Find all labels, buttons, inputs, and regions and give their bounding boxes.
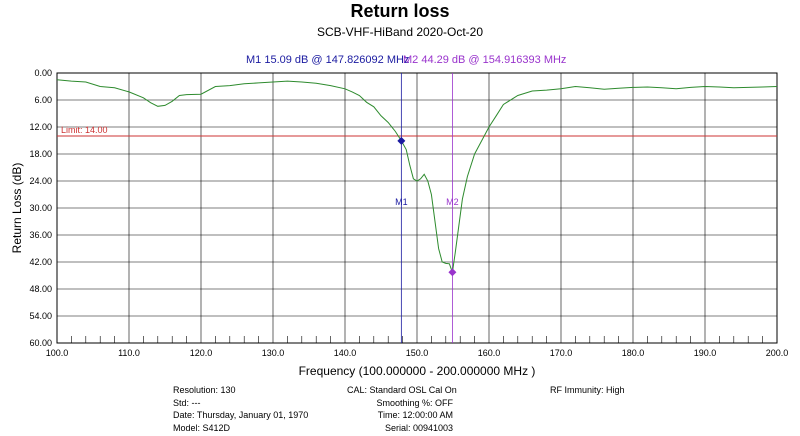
y-tick-label: 0.00	[34, 68, 52, 78]
return-loss-chart: Return loss SCB-VHF-HiBand 2020-Oct-20 M…	[10, 1, 789, 378]
marker-m2-point	[448, 268, 457, 277]
y-tick-label: 54.00	[29, 311, 52, 321]
footer-std: Std: ---	[173, 397, 201, 408]
x-tick-label: 100.0	[46, 348, 69, 358]
x-tick-label: 170.0	[550, 348, 573, 358]
footer-column-3: RF Immunity: High	[550, 384, 625, 397]
x-tick-label: 160.0	[478, 348, 501, 358]
y-tick-label: 60.00	[29, 338, 52, 348]
footer-rf-immunity: RF Immunity: High	[550, 385, 625, 395]
y-tick-label: 18.00	[29, 149, 52, 159]
x-tick-label: 120.0	[190, 348, 213, 358]
footer-serial: Serial: 00941003	[384, 422, 453, 433]
minor-ticks	[71, 336, 763, 343]
y-tick-labels: 0.00 6.00 12.00 18.00 24.00 30.00 36.00 42.00 48…	[29, 68, 52, 348]
y-tick-label: 24.00	[29, 176, 52, 186]
x-axis-label: Frequency (100.000000 - 200.000000 MHz )	[299, 364, 536, 378]
chart-title: Return loss	[350, 1, 449, 21]
footer-date: Date: Thursday, January 01, 1970	[173, 410, 309, 420]
grid-lines	[57, 73, 777, 343]
y-tick-label: 6.00	[34, 95, 52, 105]
y-tick-label: 36.00	[29, 230, 52, 240]
marker-m2-readout: M2 44.29 dB @ 154.916393 MHz	[403, 54, 566, 66]
limit-line-group: Limit: 14.00	[57, 125, 777, 137]
x-tick-label: 180.0	[622, 348, 645, 358]
marker-lines: M1 M2	[395, 73, 459, 343]
x-tick-label: 150.0	[406, 348, 429, 358]
y-tick-label: 12.00	[29, 122, 52, 132]
footer-time: Time: 12:00:00 AM	[377, 410, 453, 420]
x-tick-label: 190.0	[694, 348, 717, 358]
footer-column-2: CAL: Standard OSL Cal On Smoothing %: OF…	[347, 384, 457, 434]
y-axis-label: Return Loss (dB)	[10, 163, 24, 254]
footer-cal: CAL: Standard OSL Cal On	[347, 385, 457, 395]
x-tick-labels: 100.0 110.0 120.0 130.0 140.0 150.0 160.0 170.0…	[46, 348, 789, 358]
x-tick-label: 200.0	[766, 348, 789, 358]
chart-subtitle: SCB-VHF-HiBand 2020-Oct-20	[317, 25, 483, 39]
footer-column-1: Resolution: 130 Std: --- Date: Thursday,…	[173, 384, 308, 434]
footer-smoothing: Smoothing %: OFF	[376, 397, 453, 408]
x-tick-label: 110.0	[118, 348, 140, 358]
footer-model: Model: S412D	[173, 422, 231, 433]
marker-m2-label: M2	[446, 197, 459, 207]
y-tick-label: 30.00	[29, 203, 52, 213]
x-tick-label: 130.0	[262, 348, 285, 358]
y-tick-label: 42.00	[29, 257, 52, 267]
marker-m1-readout: M1 15.09 dB @ 147.826092 MHz	[246, 54, 409, 66]
marker-m1-point	[397, 136, 406, 145]
y-tick-label: 48.00	[29, 284, 52, 294]
marker-m1-label: M1	[395, 197, 408, 207]
marker-points	[397, 136, 457, 277]
limit-label: Limit: 14.00	[61, 125, 108, 135]
x-tick-label: 140.0	[334, 348, 357, 358]
return-loss-trace	[56, 79, 778, 273]
footer-resolution: Resolution: 130	[173, 385, 236, 395]
